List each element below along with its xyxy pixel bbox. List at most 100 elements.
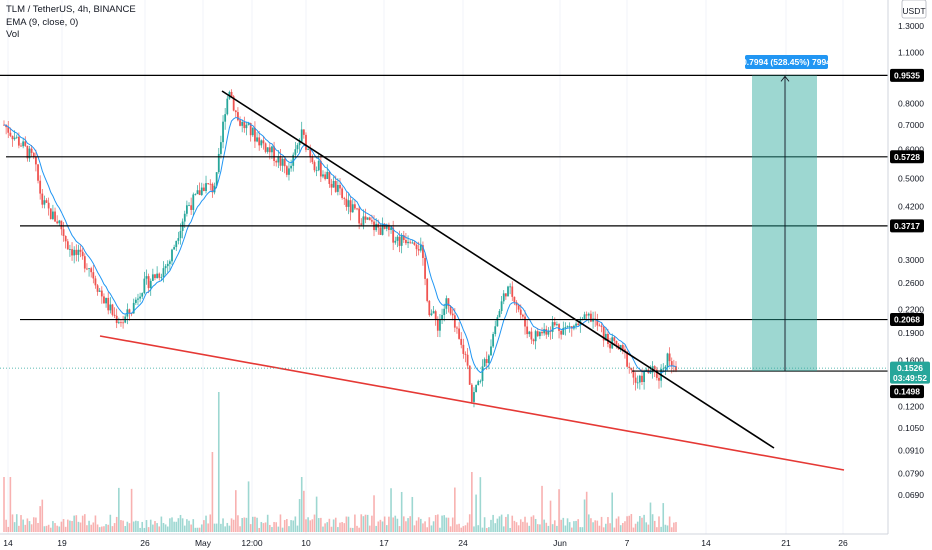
candle-body [317, 161, 320, 171]
volume-bar [366, 514, 369, 532]
volume-bar [673, 522, 675, 532]
candle-body [513, 296, 516, 303]
time-tick-label: 12:00 [241, 538, 263, 548]
projection-box[interactable] [752, 75, 817, 372]
candle-body [109, 304, 112, 311]
volume-bar [413, 525, 416, 532]
volume-bar [362, 516, 365, 532]
volume-bar [45, 525, 48, 532]
price-tag-label: 0.1498 [894, 387, 920, 397]
price-axis[interactable]: 1.3000 1.1000 0.8000 0.7000 0.6000 0.5000 0.42… [898, 21, 924, 500]
candle-body [113, 314, 116, 316]
candle-body [449, 306, 452, 314]
volume-bar [81, 515, 84, 532]
volume-bar [349, 527, 352, 532]
candle-body [385, 224, 388, 229]
candle-body [217, 153, 220, 173]
candle-body [547, 331, 550, 335]
candle-body [224, 114, 227, 122]
candle-body [600, 325, 603, 327]
volume-bar [152, 524, 154, 532]
chart-legend: TLM / TetherUS, 4h, BINANCE EMA (9, clos… [6, 4, 136, 42]
candle-body [541, 331, 543, 334]
time-axis[interactable]: 14 19 26 May 12:00 10 17 24 Jun 7 14 21 26 [3, 538, 848, 548]
candle-body [177, 238, 180, 241]
price-tick-label: 0.4200 [898, 201, 924, 211]
volume-bar [613, 527, 616, 532]
volume-bar [598, 525, 601, 532]
volume-bar [5, 519, 7, 532]
candle-body [275, 160, 278, 163]
volume-bar [507, 514, 509, 532]
volume-bar [249, 524, 252, 532]
ascending-support-line[interactable] [99, 335, 845, 471]
volume-bar [128, 523, 131, 532]
descending-resistance-line[interactable] [221, 90, 775, 449]
volume-bar [28, 521, 31, 532]
candle-body [607, 333, 609, 344]
volume-bar [462, 526, 465, 532]
candle-body [436, 319, 439, 331]
volume-bar [428, 517, 431, 532]
symbol-title[interactable]: TLM / TetherUS, 4h, BINANCE [6, 4, 136, 15]
volume-bar [92, 522, 95, 532]
candle-body [13, 137, 16, 140]
candle-body [234, 110, 237, 113]
candle-body [98, 290, 101, 292]
volume-bar [337, 527, 339, 532]
volume-bar [477, 525, 480, 532]
volume-bar [656, 527, 658, 532]
volume-bar [177, 518, 180, 532]
price-tick-label: 1.3000 [898, 21, 924, 31]
candle-body [509, 286, 512, 288]
volume-bar [96, 524, 99, 532]
long-position-projection[interactable]: 0.7994 (528.45%) 7994 [742, 55, 831, 372]
volume-bar [290, 520, 292, 532]
price-tick-label: 0.2600 [898, 278, 924, 288]
candle-body [243, 121, 246, 129]
candle-body [360, 223, 363, 225]
volume-bar [343, 523, 346, 532]
candle-body [247, 123, 250, 125]
volume-bar [405, 521, 407, 532]
volume-bar [502, 526, 505, 532]
volume-bar [424, 521, 426, 532]
candle-body [260, 140, 263, 146]
volume-bar [66, 519, 69, 532]
volume-bar [300, 477, 303, 532]
volume-bar [430, 525, 433, 532]
volume-bar [641, 517, 643, 532]
volume-bar [181, 518, 184, 532]
candle-body [262, 140, 265, 144]
volume-bar [237, 515, 239, 532]
candle-body [524, 316, 526, 327]
volume-bar [252, 516, 254, 532]
volume-bar [109, 514, 112, 532]
last-price-value: 0.1526 [897, 363, 923, 373]
volume-bar [47, 524, 50, 532]
price-tag-bg [890, 219, 924, 233]
volume-bar [468, 514, 471, 532]
ema-indicator-label[interactable]: EMA (9, close, 0) [6, 16, 79, 28]
candle-body [256, 137, 258, 142]
candle-body [134, 299, 137, 303]
candle-body [160, 276, 163, 278]
price-tick-label: 1.1000 [898, 48, 924, 58]
volume-bar [588, 514, 590, 532]
volume-indicator-label[interactable]: Vol [6, 29, 20, 40]
time-tick-label: 17 [379, 538, 389, 548]
candle-body [296, 145, 299, 150]
volume-bar [494, 523, 497, 532]
candle-body [311, 157, 314, 163]
time-tick-label: 21 [781, 538, 791, 548]
volume-bar [630, 514, 633, 532]
volume-bar [409, 516, 411, 532]
volume-bar [539, 524, 541, 532]
candle-body [86, 268, 88, 270]
candle-body [211, 183, 214, 193]
candle-body [422, 245, 424, 258]
volume-bar [217, 392, 220, 532]
volume-bar [581, 527, 584, 532]
volume-bar [90, 524, 92, 532]
